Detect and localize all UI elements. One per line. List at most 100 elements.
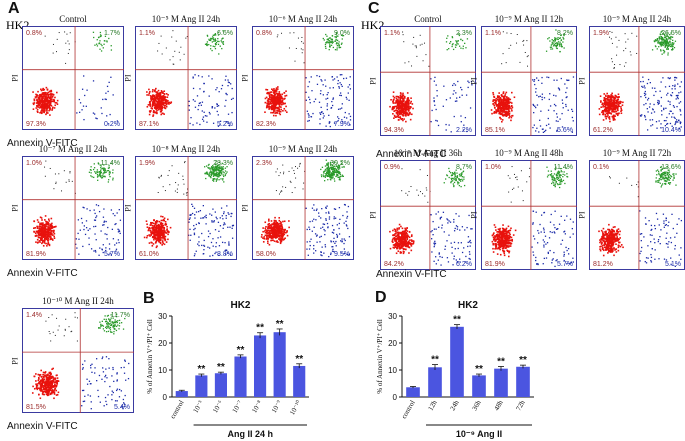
bar-2 — [450, 326, 464, 397]
quadrant-ul-percent: 1.1% — [384, 30, 400, 37]
scatter-canvas: 0.8% 9.0% 82.3% 7.9% — [252, 26, 354, 130]
quadrant-ur-percent: 11.7% — [111, 312, 130, 319]
scatter-plot-c-0: 1.1% 2.3% 94.3% 2.2% — [380, 26, 476, 136]
quadrant-ll-percent: 82.3% — [256, 121, 276, 128]
quadrant-lr-percent: 9.5% — [334, 251, 350, 258]
scatter-canvas: 0.1% 13.6% 81.2% 5.1% — [589, 160, 685, 270]
scatter-plot-c-5: 0.1% 13.6% 81.2% 5.1% — [589, 160, 685, 270]
y-tick-label: 0 — [393, 393, 398, 402]
x-axis-label: 10⁻⁹ Ang II — [456, 429, 502, 439]
category-label-0: control — [169, 399, 186, 420]
quadrant-ur-percent: 13.6% — [661, 164, 681, 171]
scatter-canvas: 1.1% 8.2% 85.1% 5.6% — [481, 26, 577, 136]
quadrant-lr-percent: 5.2% — [217, 121, 233, 128]
scatter-title: 10⁻⁸ M Ang II 24h — [151, 144, 221, 154]
pi-axis-label: PI — [368, 77, 378, 85]
significance-mark-1: ** — [431, 355, 439, 366]
scatter-title: 10⁻⁹ M Ang II 12h — [494, 14, 564, 24]
scatter-canvas: 0.8% 1.7% 97.3% 0.2% — [22, 26, 124, 130]
bar-0 — [406, 387, 420, 397]
scatter-canvas: 1.0% 11.4% 81.9% 5.7% — [22, 156, 124, 260]
annexin-label-a-row3: Annexin V-FITC — [7, 421, 78, 432]
quadrant-ll-percent: 58.0% — [256, 251, 276, 258]
quadrant-ul-percent: 1.0% — [26, 160, 42, 167]
quadrant-ll-percent: 81.9% — [485, 261, 505, 268]
chart-title: HK2 — [230, 300, 250, 311]
quadrant-ul-percent: 0.1% — [593, 164, 609, 171]
quadrant-ur-percent: 9.0% — [334, 30, 350, 37]
scatter-plot-c-4: 1.0% 11.4% 81.9% 5.7% — [481, 160, 577, 270]
scatter-canvas: 2.3% 30.2% 58.0% 9.5% — [252, 156, 354, 260]
scatter-canvas: 1.1% 6.6% 87.1% 5.2% — [135, 26, 237, 130]
scatter-plot-c-3: 0.9% 8.7% 84.2% 6.2% — [380, 160, 476, 270]
quadrant-ul-percent: 1.4% — [26, 312, 42, 319]
scatter-title: 10⁻⁹ M Ang II 72h — [602, 148, 672, 158]
quadrant-lr-percent: 5.7% — [104, 251, 120, 258]
bar-chart-b: HK2 0 10 20 30 % of Annexin V⁺/PI⁺ Cell contro… — [146, 300, 309, 439]
category-label-4: 10⁻⁸ — [250, 399, 264, 415]
pi-axis-label: PI — [123, 204, 133, 212]
quadrant-ur-percent: 11.4% — [101, 160, 120, 167]
scatter-plot-a-6: 1.4% 11.7% 81.5% 5.4% — [22, 308, 134, 413]
category-label-3: 10⁻⁷ — [231, 399, 245, 415]
category-label-5: 10⁻⁹ — [270, 399, 284, 415]
y-tick-label: 30 — [388, 312, 397, 321]
pi-axis-label: PI — [469, 77, 479, 85]
quadrant-ur-percent: 6.6% — [217, 30, 233, 37]
quadrant-ll-percent: 61.0% — [139, 251, 159, 258]
quadrant-ll-percent: 85.1% — [485, 127, 505, 134]
x-axis-label: Ang II 24 h — [228, 429, 274, 439]
bar-4 — [254, 335, 267, 397]
scatter-title: 10⁻⁹ M Ang II 36h — [393, 148, 463, 158]
significance-mark-3: ** — [237, 345, 245, 356]
bar-1 — [428, 367, 442, 397]
category-label-2: 10⁻⁶ — [211, 399, 225, 415]
quadrant-lr-percent: 5.7% — [557, 261, 573, 268]
y-axis-label: % of Annexin V⁺/PI⁺ Cell — [376, 319, 384, 394]
scatter-canvas: 1.0% 11.4% 81.9% 5.7% — [481, 160, 577, 270]
scatter-plot-a-5: 2.3% 30.2% 58.0% 9.5% — [252, 156, 354, 260]
scatter-plot-a-1: 1.1% 6.6% 87.1% 5.2% — [135, 26, 237, 130]
scatter-plot-a-0: 0.8% 1.7% 97.3% 0.2% — [22, 26, 124, 130]
y-axis-label: % of Annexin V⁺/PI⁺ Cell — [146, 319, 154, 394]
bar-5 — [516, 366, 530, 397]
category-label-2: 24h — [449, 399, 461, 413]
quadrant-lr-percent: 5.4% — [114, 404, 130, 411]
annexin-label-c-row1: Annexin V-FITC — [376, 149, 447, 160]
quadrant-ll-percent: 84.2% — [384, 261, 404, 268]
quadrant-ll-percent: 61.2% — [593, 127, 613, 134]
quadrant-ur-percent: 1.7% — [104, 30, 120, 37]
scatter-canvas: 1.9% 28.3% 61.0% 8.8% — [135, 156, 237, 260]
annexin-label-a-row1: Annexin V-FITC — [7, 138, 78, 149]
category-label-5: 72h — [515, 399, 527, 413]
panel-letter-b: B — [143, 290, 155, 307]
quadrant-ul-percent: 1.0% — [485, 164, 501, 171]
bar-2 — [214, 373, 227, 397]
quadrant-ul-percent: 1.1% — [139, 30, 155, 37]
category-label-0: control — [400, 399, 417, 420]
pi-axis-label: PI — [368, 211, 378, 219]
pi-axis-label: PI — [577, 77, 587, 85]
bar-4 — [494, 368, 508, 397]
category-label-3: 36h — [471, 399, 483, 413]
quadrant-lr-percent: 8.8% — [217, 251, 233, 258]
scatter-canvas: 1.9% 26.5% 61.2% 10.4% — [589, 26, 685, 136]
chart-title: HK2 — [458, 300, 478, 311]
quadrant-lr-percent: 10.4% — [661, 127, 681, 134]
quadrant-ul-percent: 0.8% — [26, 30, 42, 37]
scatter-canvas: 0.9% 8.7% 84.2% 6.2% — [380, 160, 476, 270]
quadrant-ul-percent: 0.9% — [384, 164, 400, 171]
y-tick-label: 20 — [388, 339, 397, 348]
significance-mark-6: ** — [295, 354, 303, 365]
quadrant-ll-percent: 94.3% — [384, 127, 404, 134]
y-tick-label: 20 — [158, 339, 167, 348]
bar-0 — [175, 391, 188, 397]
quadrant-ur-percent: 8.7% — [456, 164, 472, 171]
quadrant-lr-percent: 2.2% — [456, 127, 472, 134]
quadrant-ur-percent: 2.3% — [456, 30, 472, 37]
bar-3 — [234, 356, 247, 397]
pi-axis-label: PI — [10, 74, 20, 82]
scatter-title: 10⁻⁵ M Ang II 24h — [151, 14, 221, 24]
significance-mark-1: ** — [197, 364, 205, 375]
scatter-title: 10⁻⁷ M Ang II 24h — [38, 144, 108, 154]
